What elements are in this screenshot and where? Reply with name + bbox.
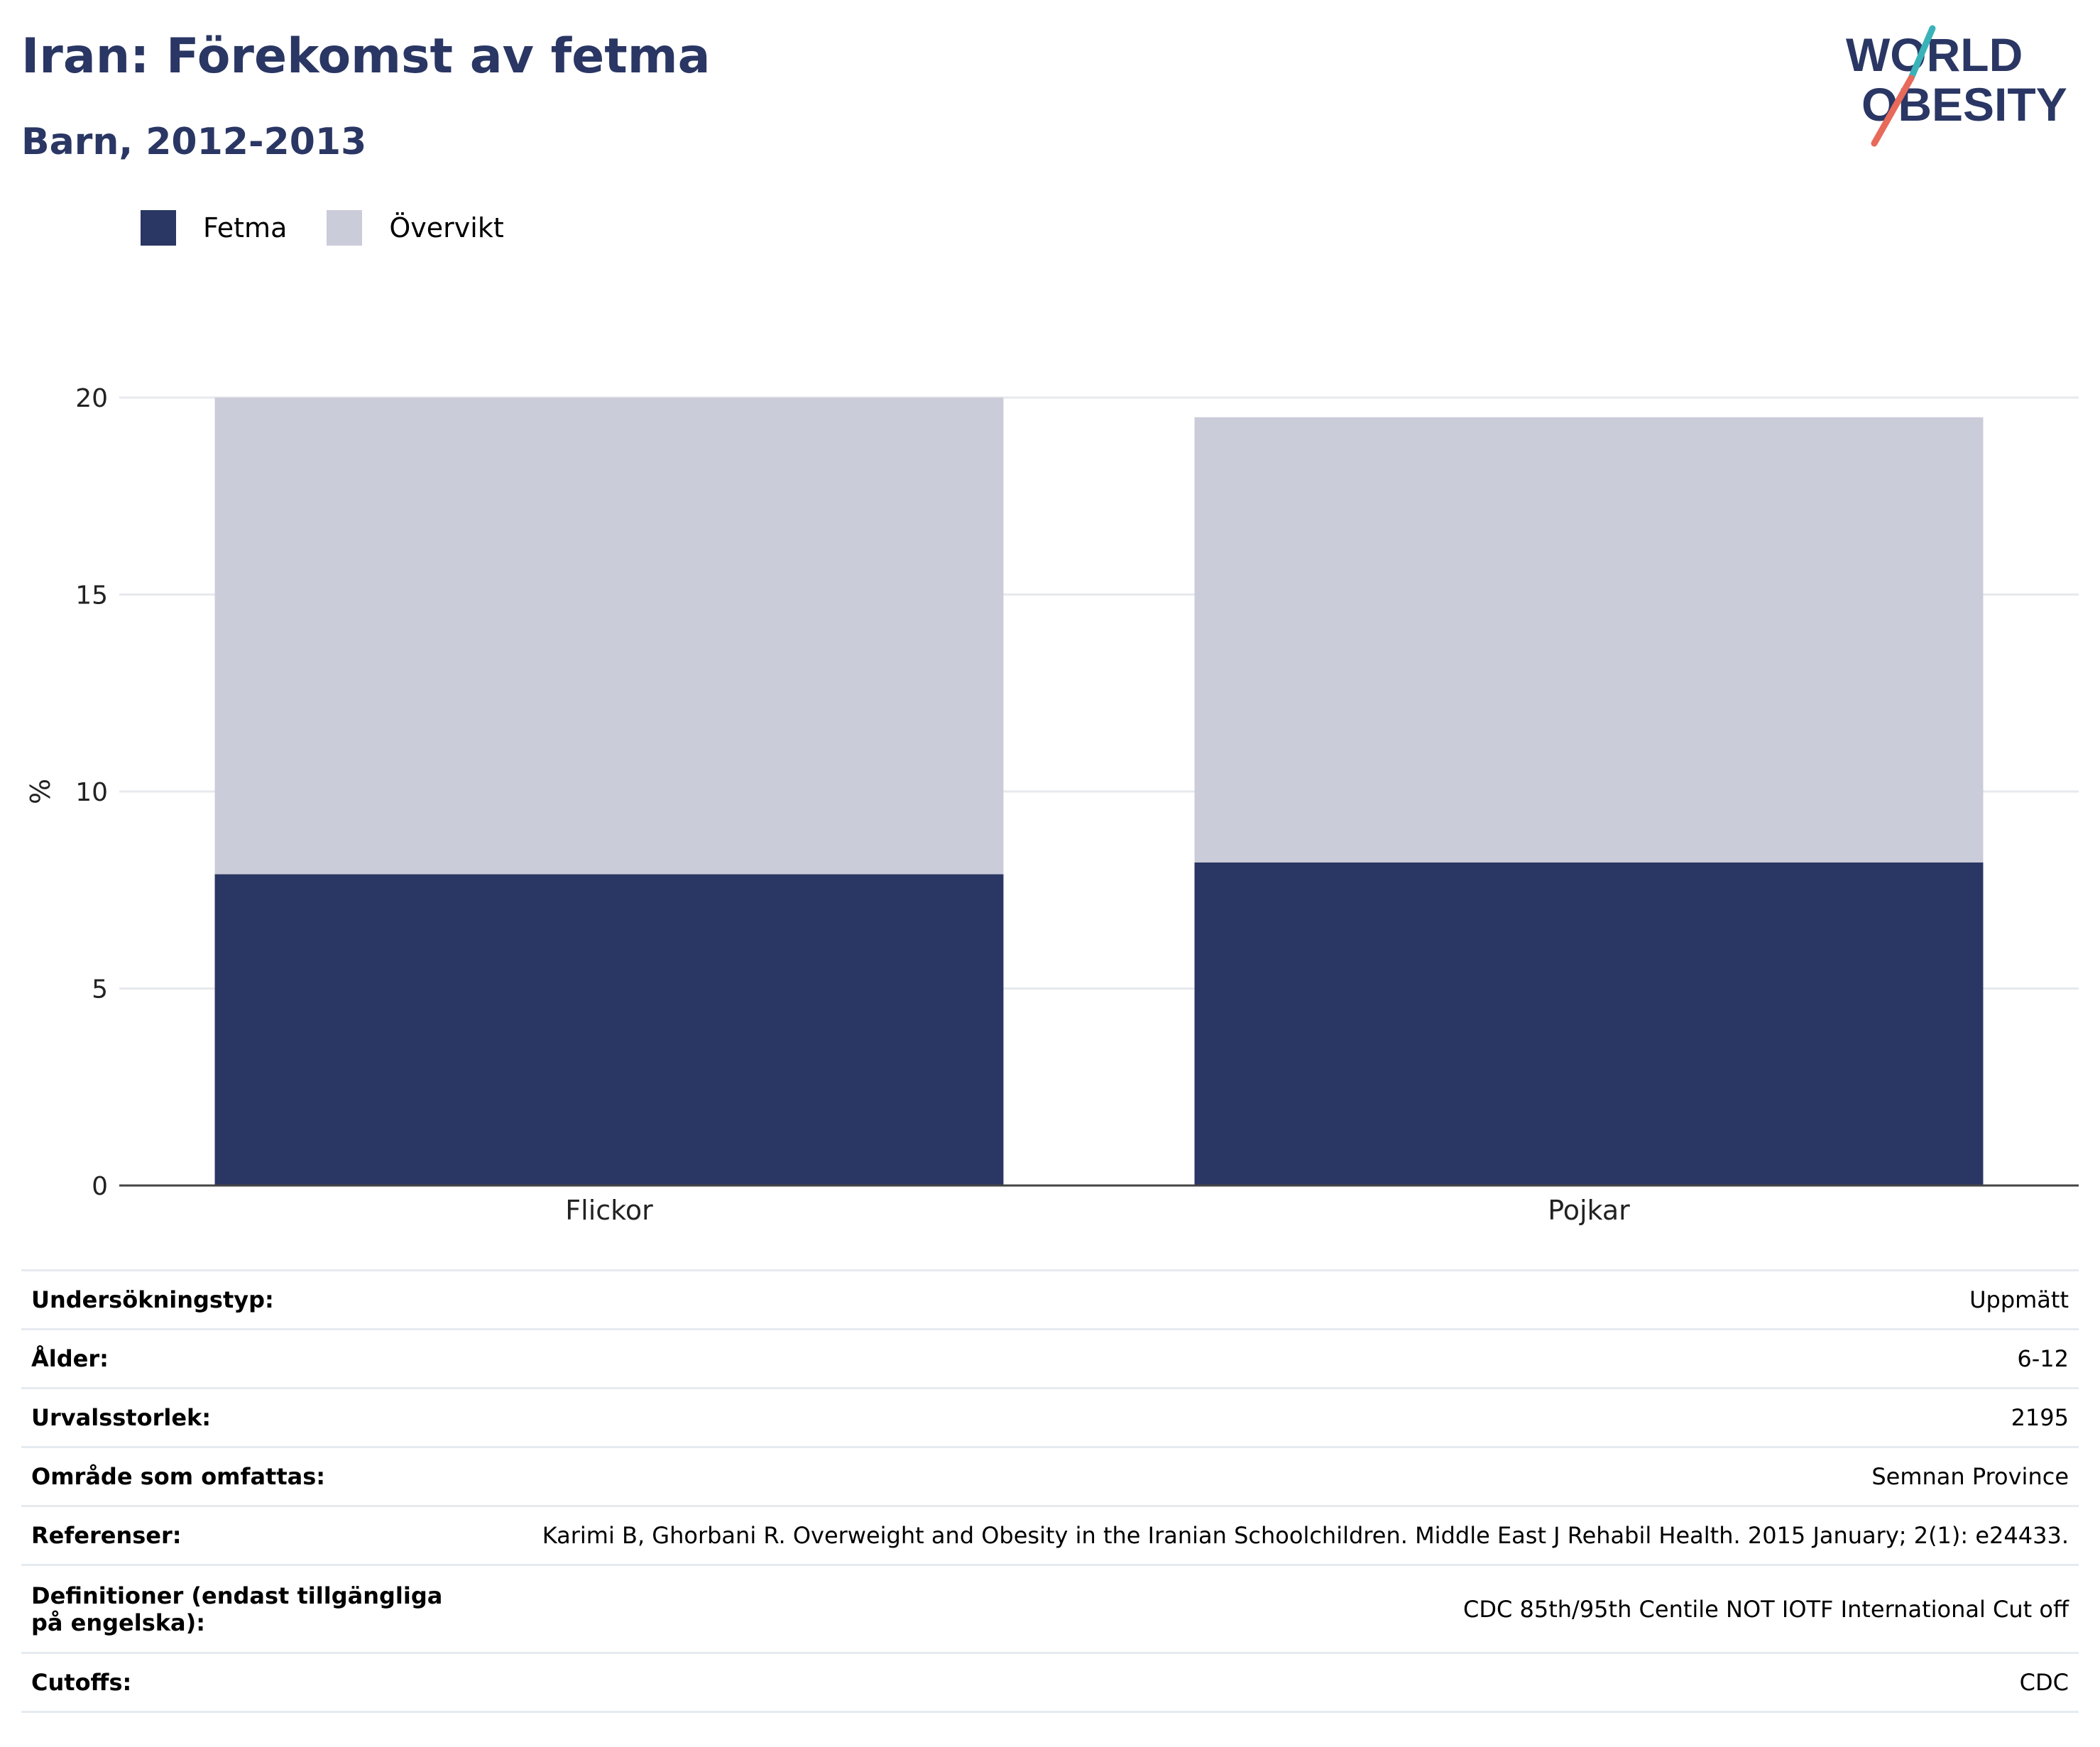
- info-row: Undersökningstyp: Uppmätt: [21, 1269, 2079, 1330]
- x-tick-label: Flickor: [565, 1195, 653, 1226]
- info-label: Ålder:: [21, 1328, 481, 1389]
- bar-vervikt-flickor: [214, 398, 1004, 875]
- chart-legend: Fetma Övervikt: [141, 210, 544, 246]
- info-row: Definitioner (endast tillgängliga på eng…: [21, 1564, 2079, 1653]
- world-obesity-logo: WORLD OBESITY: [1846, 25, 2067, 147]
- y-tick-label: 5: [92, 975, 108, 1004]
- info-value: Semnan Province: [481, 1446, 2079, 1506]
- info-value: CDC 85th/95th Centile NOT IOTF Internati…: [481, 1564, 2079, 1653]
- info-row: Referenser: Karimi B, Ghorbani R. Overwei…: [21, 1505, 2079, 1565]
- logo-line2: OBESITY: [1861, 78, 2067, 131]
- study-info-table: Undersökningstyp: Uppmätt Ålder: 6-12 Urvals…: [21, 1269, 2079, 1713]
- legend-label-overvikt: Övervikt: [389, 212, 504, 243]
- bar-chart: 0 5 10 15 20% Flickor Pojkar: [25, 384, 2079, 1226]
- chart-title: Iran: Förekomst av fetma: [21, 28, 711, 84]
- info-label: Urvalsstorlek:: [21, 1387, 481, 1447]
- bar-fetma-flickor: [214, 874, 1004, 1185]
- info-row: Ålder: 6-12: [21, 1328, 2079, 1389]
- logo-slash-teal: [1908, 25, 1936, 82]
- info-value: CDC: [481, 1652, 2079, 1713]
- info-value: Uppmätt: [481, 1269, 2079, 1330]
- y-axis-label: %: [25, 779, 56, 804]
- legend-swatch-fetma: [141, 210, 176, 246]
- info-row: Cutoffs: CDC: [21, 1652, 2079, 1713]
- y-tick-label: 20: [75, 384, 108, 413]
- legend-item-overvikt[interactable]: Övervikt: [327, 210, 504, 246]
- info-row: Område som omfattas: Semnan Province: [21, 1446, 2079, 1506]
- legend-item-fetma[interactable]: Fetma: [141, 210, 287, 246]
- logo-line1: WORLD: [1846, 28, 2023, 81]
- chart-subtitle: Barn, 2012-2013: [21, 121, 367, 163]
- bar-fetma-pojkar: [1194, 862, 1984, 1185]
- info-value: 2195: [481, 1387, 2079, 1447]
- y-tick-label: 10: [75, 778, 108, 807]
- legend-swatch-overvikt: [327, 210, 363, 246]
- y-tick-label: 15: [75, 581, 108, 610]
- logo-slash-coral: [1871, 75, 1915, 147]
- info-label: Område som omfattas:: [21, 1446, 481, 1506]
- bar-vervikt-pojkar: [1194, 417, 1984, 862]
- legend-label-fetma: Fetma: [203, 212, 288, 243]
- info-label: Undersökningstyp:: [21, 1269, 481, 1330]
- x-tick-label: Pojkar: [1548, 1195, 1630, 1226]
- info-row: Urvalsstorlek: 2195: [21, 1387, 2079, 1447]
- info-value: Karimi B, Ghorbani R. Overweight and Obe…: [481, 1505, 2079, 1565]
- info-value: 6-12: [481, 1328, 2079, 1389]
- y-tick-label: 0: [92, 1172, 108, 1201]
- info-label: Referenser:: [21, 1505, 481, 1565]
- info-label: Cutoffs:: [21, 1652, 481, 1713]
- info-label: Definitioner (endast tillgängliga på eng…: [21, 1564, 481, 1653]
